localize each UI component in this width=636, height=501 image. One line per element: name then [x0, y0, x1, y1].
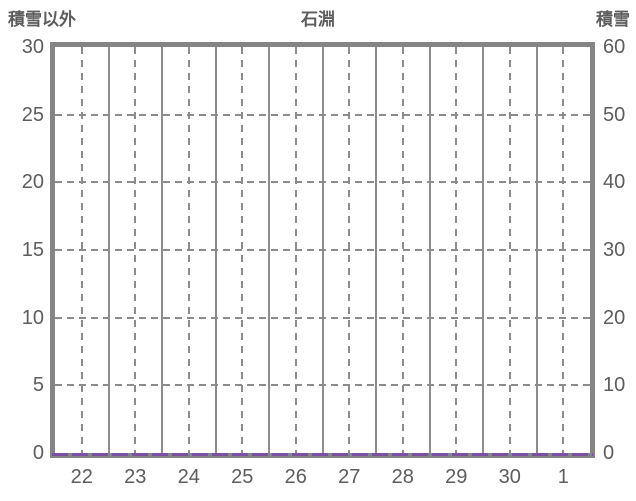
grid-vline-dashed: [348, 47, 351, 453]
x-axis-label: 30: [498, 466, 521, 488]
grid-vline-solid: [321, 47, 324, 453]
grid-vline-dashed: [455, 47, 458, 453]
left-axis-tick: [55, 316, 61, 319]
y-axis-left-label: 20: [21, 171, 44, 194]
y-axis-right-label: 60: [603, 36, 626, 58]
grid-vline-dashed: [134, 47, 137, 453]
left-axis-title: 積雪以外: [8, 10, 76, 29]
right-axis-tick: [584, 316, 590, 319]
right-axis-tick: [584, 181, 590, 184]
grid-vline-solid: [161, 47, 163, 453]
x-axis-label: 22: [70, 466, 93, 488]
grid-vline-dashed: [294, 47, 297, 453]
left-axis-tick: [55, 249, 61, 251]
grid-vline-solid: [535, 47, 538, 453]
x-axis-label: 24: [177, 466, 200, 488]
grid-vline-dashed: [241, 47, 244, 453]
grid-vline-dashed: [401, 47, 404, 453]
y-axis-right-label: 40: [603, 171, 626, 194]
grid-vline-dashed: [562, 47, 565, 453]
grid-vline-solid: [375, 47, 377, 453]
grid-vline-dashed: [80, 47, 83, 453]
y-axis-right-label: 0: [603, 442, 615, 464]
grid-vline-dashed: [508, 47, 511, 453]
x-axis-label: 28: [391, 466, 414, 488]
grid-vline-solid: [482, 47, 484, 453]
x-axis-label: 1: [557, 466, 569, 488]
y-axis-right-label: 50: [603, 103, 626, 126]
y-axis-right-label: 10: [603, 374, 626, 397]
right-axis-title: 積雪: [596, 10, 630, 29]
y-axis-left-label: 10: [21, 306, 44, 329]
x-axis-label: 26: [284, 466, 307, 488]
left-axis-tick: [55, 181, 61, 184]
y-axis-left-label: 30: [21, 36, 44, 58]
grid-vline-solid: [214, 47, 217, 453]
x-axis-label: 23: [124, 466, 147, 488]
grid-vline-solid: [107, 47, 110, 453]
grid-vline-solid: [268, 47, 270, 453]
plot-area: [50, 42, 595, 458]
series-line-dashed: [52, 453, 593, 456]
right-axis-tick: [584, 113, 590, 116]
y-axis-right-label: 30: [603, 239, 626, 261]
y-axis-left-label: 25: [21, 103, 44, 126]
grid-vline-solid: [428, 47, 431, 453]
y-axis-left-label: 0: [32, 442, 44, 464]
y-axis-right-label: 20: [603, 306, 626, 329]
x-axis-label: 25: [231, 466, 254, 488]
y-axis-left-label: 5: [32, 374, 44, 397]
left-axis-tick: [55, 113, 61, 116]
x-axis-label: 29: [445, 466, 468, 488]
right-axis-tick: [584, 249, 590, 251]
right-axis-tick: [584, 384, 590, 387]
y-axis-left-label: 15: [21, 239, 44, 261]
x-axis-label: 27: [338, 466, 361, 488]
chart-title: 石淵: [301, 10, 335, 29]
grid-vline-dashed: [187, 47, 190, 453]
left-axis-tick: [55, 384, 61, 387]
